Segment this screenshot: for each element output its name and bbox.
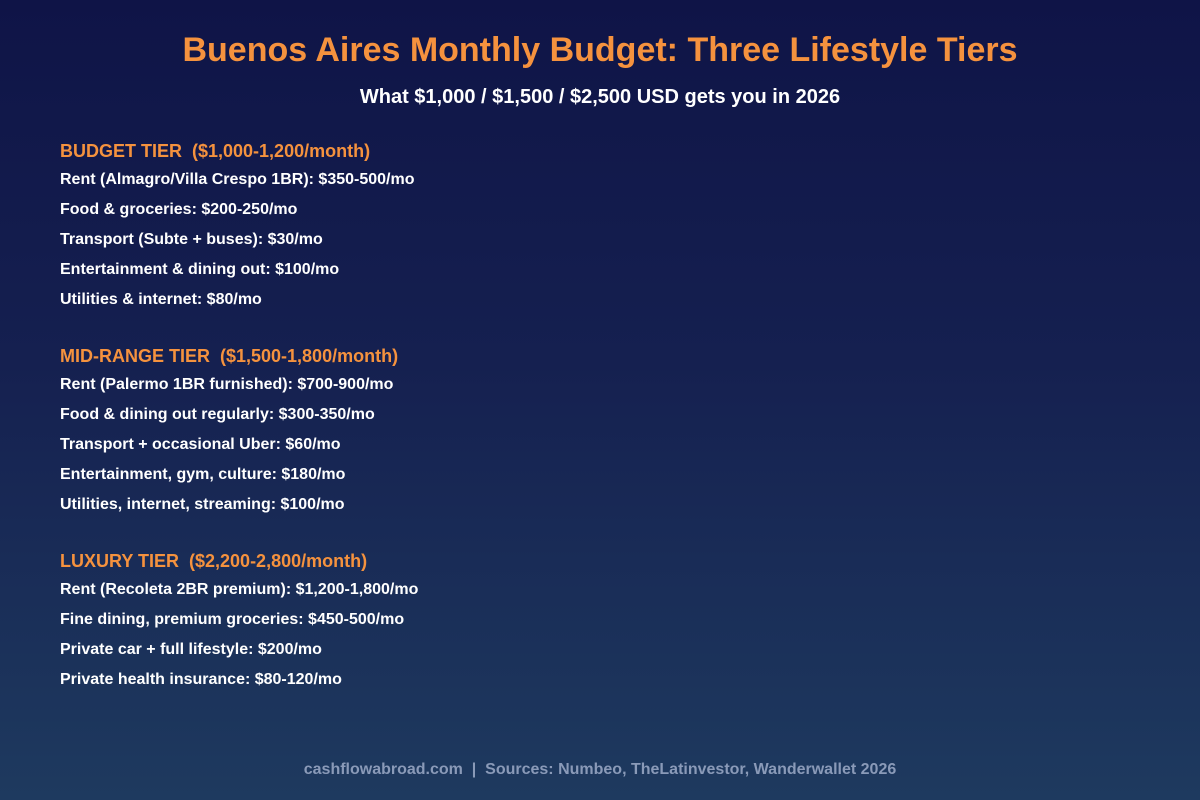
budget-utilities-item: Utilities & internet: $80/mo bbox=[60, 291, 262, 308]
budget-food-item: Food & groceries: $200-250/mo bbox=[60, 201, 298, 218]
luxury-health-insurance-item: Private health insurance: $80-120/mo bbox=[60, 671, 342, 688]
footer-sources: cashflowabroad.com | Sources: Numbeo, Th… bbox=[303, 761, 897, 778]
page-subtitle: What $1,000 / $1,500 / $2,500 USD gets y… bbox=[359, 86, 841, 108]
mid-range-food-item: Food & dining out regularly: $300-350/mo bbox=[60, 406, 375, 423]
luxury-rent-item: Rent (Recoleta 2BR premium): $1,200-1,80… bbox=[60, 581, 419, 598]
mid-range-utilities-item: Utilities, internet, streaming: $100/mo bbox=[60, 496, 345, 513]
mid-range-transport-item: Transport + occasional Uber: $60/mo bbox=[60, 436, 341, 453]
luxury-dining-item: Fine dining, premium groceries: $450-500… bbox=[60, 611, 405, 628]
luxury-tier-section: LUXURY TIER ($2,200-2,800/month) Rent (R… bbox=[60, 550, 418, 700]
luxury-car-item: Private car + full lifestyle: $200/mo bbox=[60, 641, 322, 658]
luxury-tier-heading: LUXURY TIER ($2,200-2,800/month) bbox=[60, 551, 368, 571]
mid-range-tier-section: MID-RANGE TIER ($1,500-1,800/month) Rent… bbox=[60, 345, 398, 525]
budget-tier-heading: BUDGET TIER ($1,000-1,200/month) bbox=[60, 141, 371, 161]
budget-tier-section: BUDGET TIER ($1,000-1,200/month) Rent (A… bbox=[60, 140, 414, 320]
page-title: Buenos Aires Monthly Budget: Three Lifes… bbox=[182, 31, 1018, 69]
budget-transport-item: Transport (Subte + buses): $30/mo bbox=[60, 231, 323, 248]
budget-rent-item: Rent (Almagro/Villa Crespo 1BR): $350-50… bbox=[60, 171, 415, 188]
mid-range-entertainment-item: Entertainment, gym, culture: $180/mo bbox=[60, 466, 346, 483]
mid-range-tier-heading: MID-RANGE TIER ($1,500-1,800/month) bbox=[60, 346, 399, 366]
mid-range-rent-item: Rent (Palermo 1BR furnished): $700-900/m… bbox=[60, 376, 394, 393]
budget-entertainment-item: Entertainment & dining out: $100/mo bbox=[60, 261, 340, 278]
